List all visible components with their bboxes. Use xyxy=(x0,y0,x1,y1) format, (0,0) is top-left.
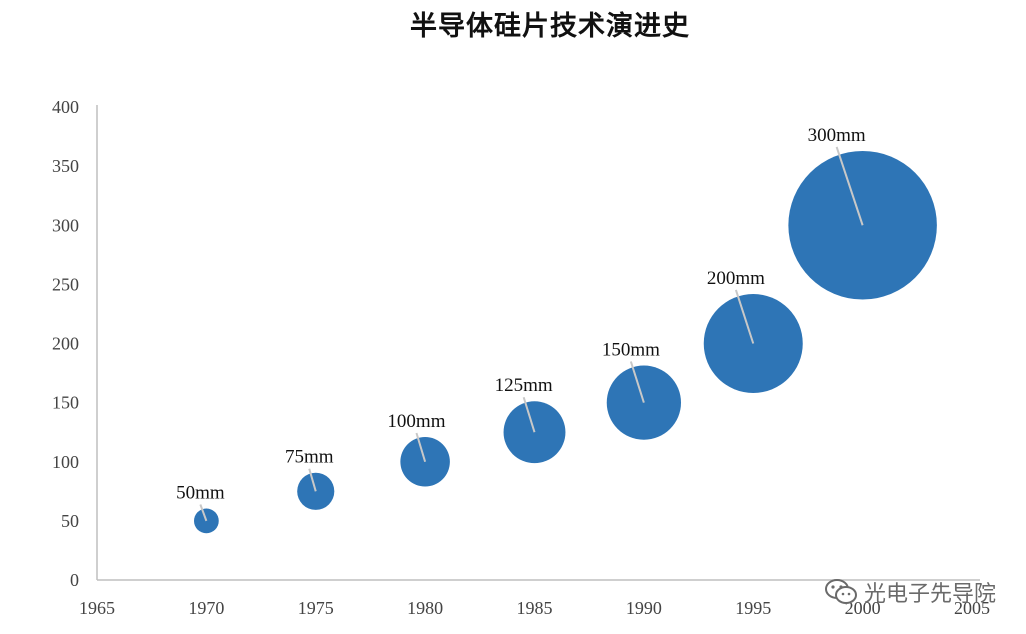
leader-line xyxy=(522,396,536,433)
x-tick-label: 1990 xyxy=(626,598,662,618)
x-tick-label: 2005 xyxy=(954,598,990,618)
chart-title: 半导体硅片技术演进史 xyxy=(410,11,690,42)
leader-line xyxy=(199,504,208,522)
x-tick-label: 1965 xyxy=(79,598,115,618)
leader-line xyxy=(308,468,317,492)
y-tick-label: 50 xyxy=(61,511,79,531)
data-label: 200mm xyxy=(707,268,765,289)
leader-line xyxy=(629,361,645,403)
leader-line xyxy=(734,289,755,344)
y-tick-label: 300 xyxy=(52,215,79,235)
data-label: 75mm xyxy=(285,447,334,468)
y-tick-label: 200 xyxy=(52,334,79,354)
y-tick-label: 100 xyxy=(52,452,79,472)
leader-lines xyxy=(199,146,864,522)
watermark: 光电子先导院 xyxy=(824,576,996,608)
data-label: 50mm xyxy=(176,482,225,503)
bubbles xyxy=(193,150,937,534)
x-tick-label: 1985 xyxy=(517,598,553,618)
leader-line xyxy=(415,432,427,463)
leader-line xyxy=(835,146,864,226)
y-tick-label: 0 xyxy=(70,570,79,590)
x-tick-label: 1975 xyxy=(298,598,334,618)
data-label: 125mm xyxy=(495,375,553,396)
tick-labels: 0 50 100 150 200 250 300 350 400 1965 1970 1975 1980… xyxy=(52,97,990,618)
x-tick-label: 1995 xyxy=(735,598,771,618)
y-tick-label: 150 xyxy=(52,393,79,413)
y-tick-label: 400 xyxy=(52,97,79,117)
watermark-text: 光电子先导院 xyxy=(863,582,996,607)
y-tick-label: 350 xyxy=(52,156,79,176)
x-tick-label: 1980 xyxy=(407,598,443,618)
data-label: 150mm xyxy=(602,339,660,360)
x-tick-label: 2000 xyxy=(845,598,881,618)
y-tick-label: 250 xyxy=(52,274,79,294)
data-labels: 50mm 75mm 100mm 125mm 150mm 200mm 300mm xyxy=(176,125,866,504)
data-label: 300mm xyxy=(808,125,866,146)
data-label: 100mm xyxy=(387,411,445,432)
wechat-icon xyxy=(824,577,858,607)
x-tick-label: 1970 xyxy=(188,598,224,618)
